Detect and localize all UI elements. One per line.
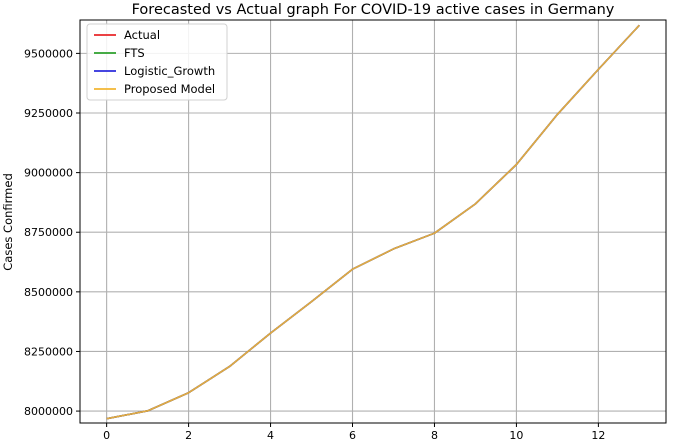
y-axis-label: Cases Confirmed: [1, 173, 15, 271]
y-tick-label: 8250000: [24, 345, 73, 358]
y-tick-label: 8000000: [24, 405, 73, 418]
legend-label: Proposed Model: [124, 82, 215, 96]
x-tick-label: 8: [431, 429, 438, 442]
plot-frame: [79, 19, 667, 424]
x-tick-label: 10: [509, 429, 523, 442]
y-tick-label: 9000000: [24, 167, 73, 180]
x-tick-label: 0: [103, 429, 110, 442]
grid: [80, 20, 666, 423]
x-tick-label: 4: [267, 429, 274, 442]
legend-label: FTS: [124, 46, 145, 60]
series-lines: [106, 24, 640, 420]
legend-box: [86, 23, 228, 101]
legend-label: Actual: [124, 28, 160, 42]
y-tick-label: 9500000: [24, 47, 73, 60]
legend: Actual FTS Logistic_Growth Proposed Model: [86, 23, 228, 101]
x-tick-label: 2: [185, 429, 192, 442]
chart-title: Forecasted vs Actual graph For COVID-19 …: [132, 2, 615, 18]
y-tick-label: 8500000: [24, 286, 73, 299]
y-tick-label: 9250000: [24, 107, 73, 120]
x-tick-label: 12: [591, 429, 605, 442]
x-tick-label: 6: [349, 429, 356, 442]
legend-label: Logistic_Growth: [124, 64, 215, 78]
y-tick-label: 8750000: [24, 226, 73, 239]
axis-ticks: 0 2 4 6 8 10 12 8000000 8250000 8500000 8750000 900…: [24, 47, 605, 442]
series-line-proposed-model: [106, 24, 640, 420]
